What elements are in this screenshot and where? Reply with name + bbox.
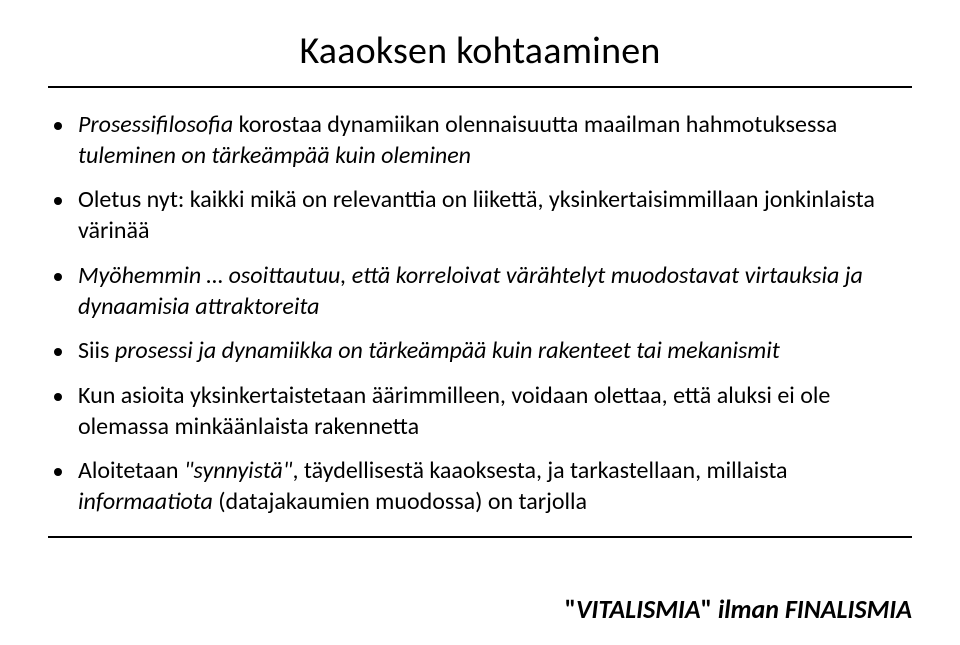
- bullet-item: Myöhemmin … osoittautuu, että korreloiva…: [48, 261, 912, 322]
- bullet-text-italic: "synnyistä": [184, 456, 293, 485]
- footer-quote: ": [565, 593, 576, 625]
- footer-quote: ": [701, 593, 718, 625]
- bullet-text: Myöhemmin … osoittautuu, että korreloiva…: [78, 261, 863, 321]
- bullet-text: korostaa dynamiikan olennaisuutta maailm…: [239, 110, 838, 139]
- bullet-text: , täydellisestä kaaoksesta, ja tarkastel…: [292, 456, 787, 485]
- bullet-text: Aloitetaan: [78, 456, 184, 485]
- bullet-text-italic: tuleminen on tärkeämpää kuin oleminen: [78, 141, 471, 170]
- bullet-text: (datajakaumien muodossa) on tarjolla: [213, 487, 587, 516]
- bullet-item: Aloitetaan "synnyistä", täydellisestä ka…: [48, 456, 912, 517]
- bullet-list: Prosessifilosofia korostaa dynamiikan ol…: [48, 110, 912, 518]
- footer-word: VITALISMIA: [576, 593, 701, 625]
- footer-word: FINALISMIA: [785, 593, 912, 625]
- slide-title: Kaaoksen kohtaaminen: [48, 28, 912, 74]
- bullet-text: Siis: [78, 336, 115, 365]
- bullet-item: Kun asioita yksinkertaistetaan äärimmill…: [48, 381, 912, 442]
- bullet-text-italic: informaatiota: [78, 487, 213, 516]
- bullet-text-italic: Prosessifilosofia: [78, 110, 239, 139]
- title-rule: [48, 86, 912, 88]
- footer-tagline: "VITALISMIA" ilman FINALISMIA: [565, 593, 912, 625]
- footer-word: ilman: [718, 593, 785, 625]
- bullet-text: Oletus nyt: kaikki mikä on relevanttia o…: [78, 185, 875, 245]
- bullet-item: Prosessifilosofia korostaa dynamiikan ol…: [48, 110, 912, 171]
- bullet-item: Siis prosessi ja dynamiikka on tärkeämpä…: [48, 336, 912, 367]
- bullet-text: Kun asioita yksinkertaistetaan äärimmill…: [78, 381, 830, 441]
- bottom-rule: [48, 536, 912, 538]
- bullet-item: Oletus nyt: kaikki mikä on relevanttia o…: [48, 185, 912, 246]
- bullet-text-italic: prosessi ja dynamiikka on tärkeämpää kui…: [115, 336, 780, 365]
